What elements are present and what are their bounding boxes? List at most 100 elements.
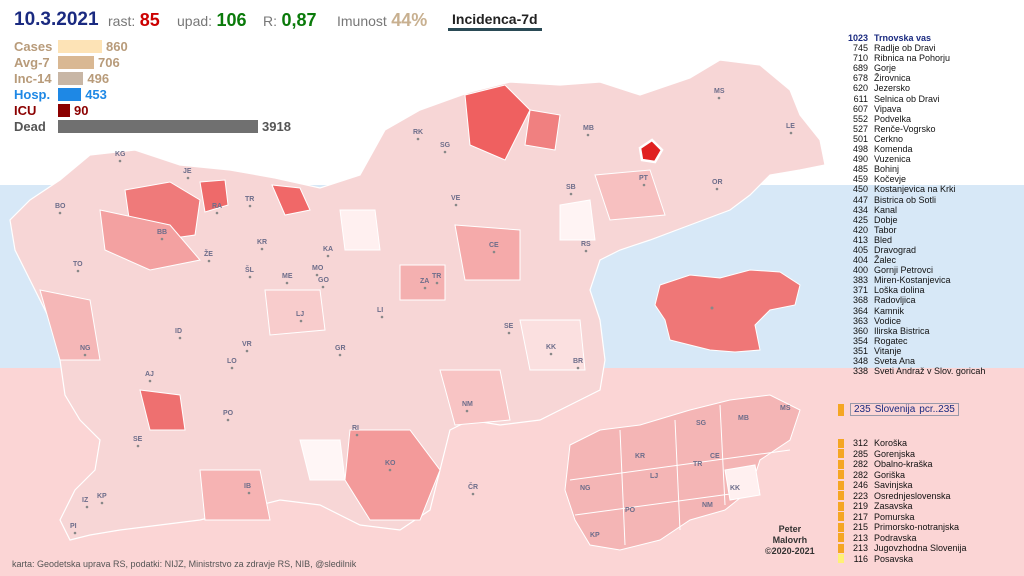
region-row[interactable]: 246 Savinjska <box>838 480 967 491</box>
ranking-row[interactable]: 351 Vitanje <box>838 346 985 356</box>
map-label-0: KG <box>115 151 126 158</box>
ranking-row[interactable]: 413 Bled <box>838 235 985 245</box>
map-label-27: RI <box>352 425 359 432</box>
region-row[interactable]: 213 Jugovzhodna Slovenija <box>838 543 967 554</box>
region-patch-ib <box>199 469 271 521</box>
region-row[interactable]: 219 Zasavska <box>838 501 967 512</box>
map-label-45: RS <box>581 241 591 248</box>
ranking-row[interactable]: 498 Komenda <box>838 144 985 154</box>
ranking-value: 371 <box>852 285 868 296</box>
imunost-label: Imunost <box>337 13 387 29</box>
ranking-row[interactable]: 678 Žirovnica <box>838 73 985 83</box>
ranking-row[interactable]: 425 Dobje <box>838 215 985 225</box>
region-name: Savinjska <box>874 480 913 491</box>
map-label-9: ŽE <box>204 249 213 258</box>
map-label-39: LE <box>786 123 795 130</box>
slovenia-swatch <box>838 403 844 416</box>
map-label-33: IZ <box>82 497 89 504</box>
ranking-row[interactable]: 490 Vuzenica <box>838 154 985 164</box>
ranking-name: Ilirska Bistrica <box>874 325 930 336</box>
map-dot-15 <box>423 286 427 290</box>
ranking-row[interactable]: 420 Tabor <box>838 225 985 235</box>
map-dot-10 <box>248 275 252 279</box>
ranking-value: 338 <box>852 366 868 377</box>
regions-inset-kk-patch <box>724 464 761 501</box>
region-value: 312 <box>852 438 868 449</box>
region-name: Pomurska <box>874 511 915 522</box>
region-row[interactable]: 217 Pomurska <box>838 512 967 523</box>
ranking-row[interactable]: 710 Ribnica na Pohorju <box>838 53 985 63</box>
ranking-name: Radovljica <box>874 295 916 306</box>
credit-line1: Peter <box>778 524 802 534</box>
ranking-row[interactable]: 348 Sveta Ana <box>838 356 985 366</box>
region-value: 223 <box>852 490 868 501</box>
ranking-row[interactable]: 405 Dravograd <box>838 245 985 255</box>
stat-value-hosp: 453 <box>85 87 107 102</box>
map-label-36: SG <box>440 142 451 149</box>
region-row[interactable]: 213 Podravska <box>838 533 967 544</box>
ranking-row[interactable]: 371 Loška dolina <box>838 285 985 295</box>
region-patch-white2 <box>559 199 596 241</box>
region-row[interactable]: 116 Posavska <box>838 554 967 565</box>
ranking-row[interactable]: 400 Gornji Petrovci <box>838 265 985 275</box>
map-dot-9 <box>207 259 211 263</box>
region-row[interactable]: 282 Obalno-kraška <box>838 459 967 470</box>
map-dot-40 <box>642 183 646 187</box>
slovenia-extra: pcr..235 <box>919 404 955 415</box>
ranking-row[interactable]: 383 Miren-Kostanjevica <box>838 275 985 285</box>
ranking-row[interactable]: 360 Ilirska Bistrica <box>838 326 985 336</box>
inset-label-1: MB <box>738 415 749 422</box>
map-label-40: PT <box>639 175 649 182</box>
ranking-row[interactable]: 485 Bohinj <box>838 164 985 174</box>
ranking-row[interactable]: 607 Vipava <box>838 104 985 114</box>
region-patch-ce <box>454 224 521 281</box>
ranking-row[interactable]: 368 Radovljica <box>838 295 985 305</box>
region-row[interactable]: 285 Gorenjska <box>838 449 967 460</box>
ranking-row[interactable]: 354 Rogatec <box>838 336 985 346</box>
region-row[interactable]: 282 Goriška <box>838 470 967 481</box>
map-label-25: PO <box>223 410 234 417</box>
region-list: 312 Koroška 285 Gorenjska 282 Obalno-kraška 28… <box>838 438 967 564</box>
inset-label-0: SG <box>696 420 707 427</box>
region-patch-je <box>199 179 229 213</box>
ranking-row[interactable]: 552 Podvelka <box>838 114 985 124</box>
ranking-row[interactable]: 1023 Trnovska vas <box>838 33 985 43</box>
stat-value-inc14: 496 <box>87 71 110 86</box>
region-row[interactable]: 215 Primorsko-notranjska <box>838 522 967 533</box>
ranking-row[interactable]: 404 Žalec <box>838 255 985 265</box>
ranking-row[interactable]: 611 Selnica ob Dravi <box>838 94 985 104</box>
ranking-row[interactable]: 338 Sveti Andraž v Slov. goricah <box>838 366 985 376</box>
ranking-value: 689 <box>852 63 868 74</box>
ranking-row[interactable]: 364 Kamnik <box>838 306 985 316</box>
ranking-row[interactable]: 434 Kanal <box>838 205 985 215</box>
map-label-26: NM <box>462 401 473 408</box>
ranking-row[interactable]: 689 Gorje <box>838 63 985 73</box>
inset-label-6: CE <box>710 453 720 460</box>
map-label-46: KK <box>546 344 556 351</box>
municipality-ranking: 1023 Trnovska vas 745 Radlje ob Dravi 710 Rib… <box>838 33 985 376</box>
ranking-row[interactable]: 501 Cerkno <box>838 134 985 144</box>
map-label-32: KP <box>97 493 107 500</box>
incidence-tab[interactable]: Incidenca-7d <box>448 10 542 31</box>
stat-bar-icu <box>58 104 70 117</box>
map-dot-42 <box>569 192 573 196</box>
ranking-value: 485 <box>852 164 868 175</box>
ranking-row[interactable]: 363 Vodice <box>838 316 985 326</box>
region-patch-kk <box>519 319 586 371</box>
ranking-row[interactable]: 620 Jezersko <box>838 83 985 93</box>
ranking-row[interactable]: 450 Kostanjevica na Krki <box>838 184 985 194</box>
map-dot-27 <box>355 433 359 437</box>
ranking-row[interactable]: 745 Radlje ob Dravi <box>838 43 985 53</box>
ranking-row[interactable]: 527 Renče-Vogrsko <box>838 124 985 134</box>
inset-label-7: NG <box>580 485 591 492</box>
region-swatch <box>838 449 844 459</box>
ranking-row[interactable]: 447 Bistrica ob Sotli <box>838 195 985 205</box>
slovenia-total[interactable]: 235 Slovenija pcr..235 <box>838 403 959 416</box>
ranking-row[interactable]: 459 Kočevje <box>838 174 985 184</box>
rast-label: rast: <box>108 13 136 29</box>
region-row[interactable]: 312 Koroška <box>838 438 967 449</box>
region-patch-tr <box>271 184 311 216</box>
stat-bar-dead <box>58 120 258 133</box>
region-row[interactable]: 223 Osrednjeslovenska <box>838 491 967 502</box>
region-swatch <box>838 522 844 532</box>
